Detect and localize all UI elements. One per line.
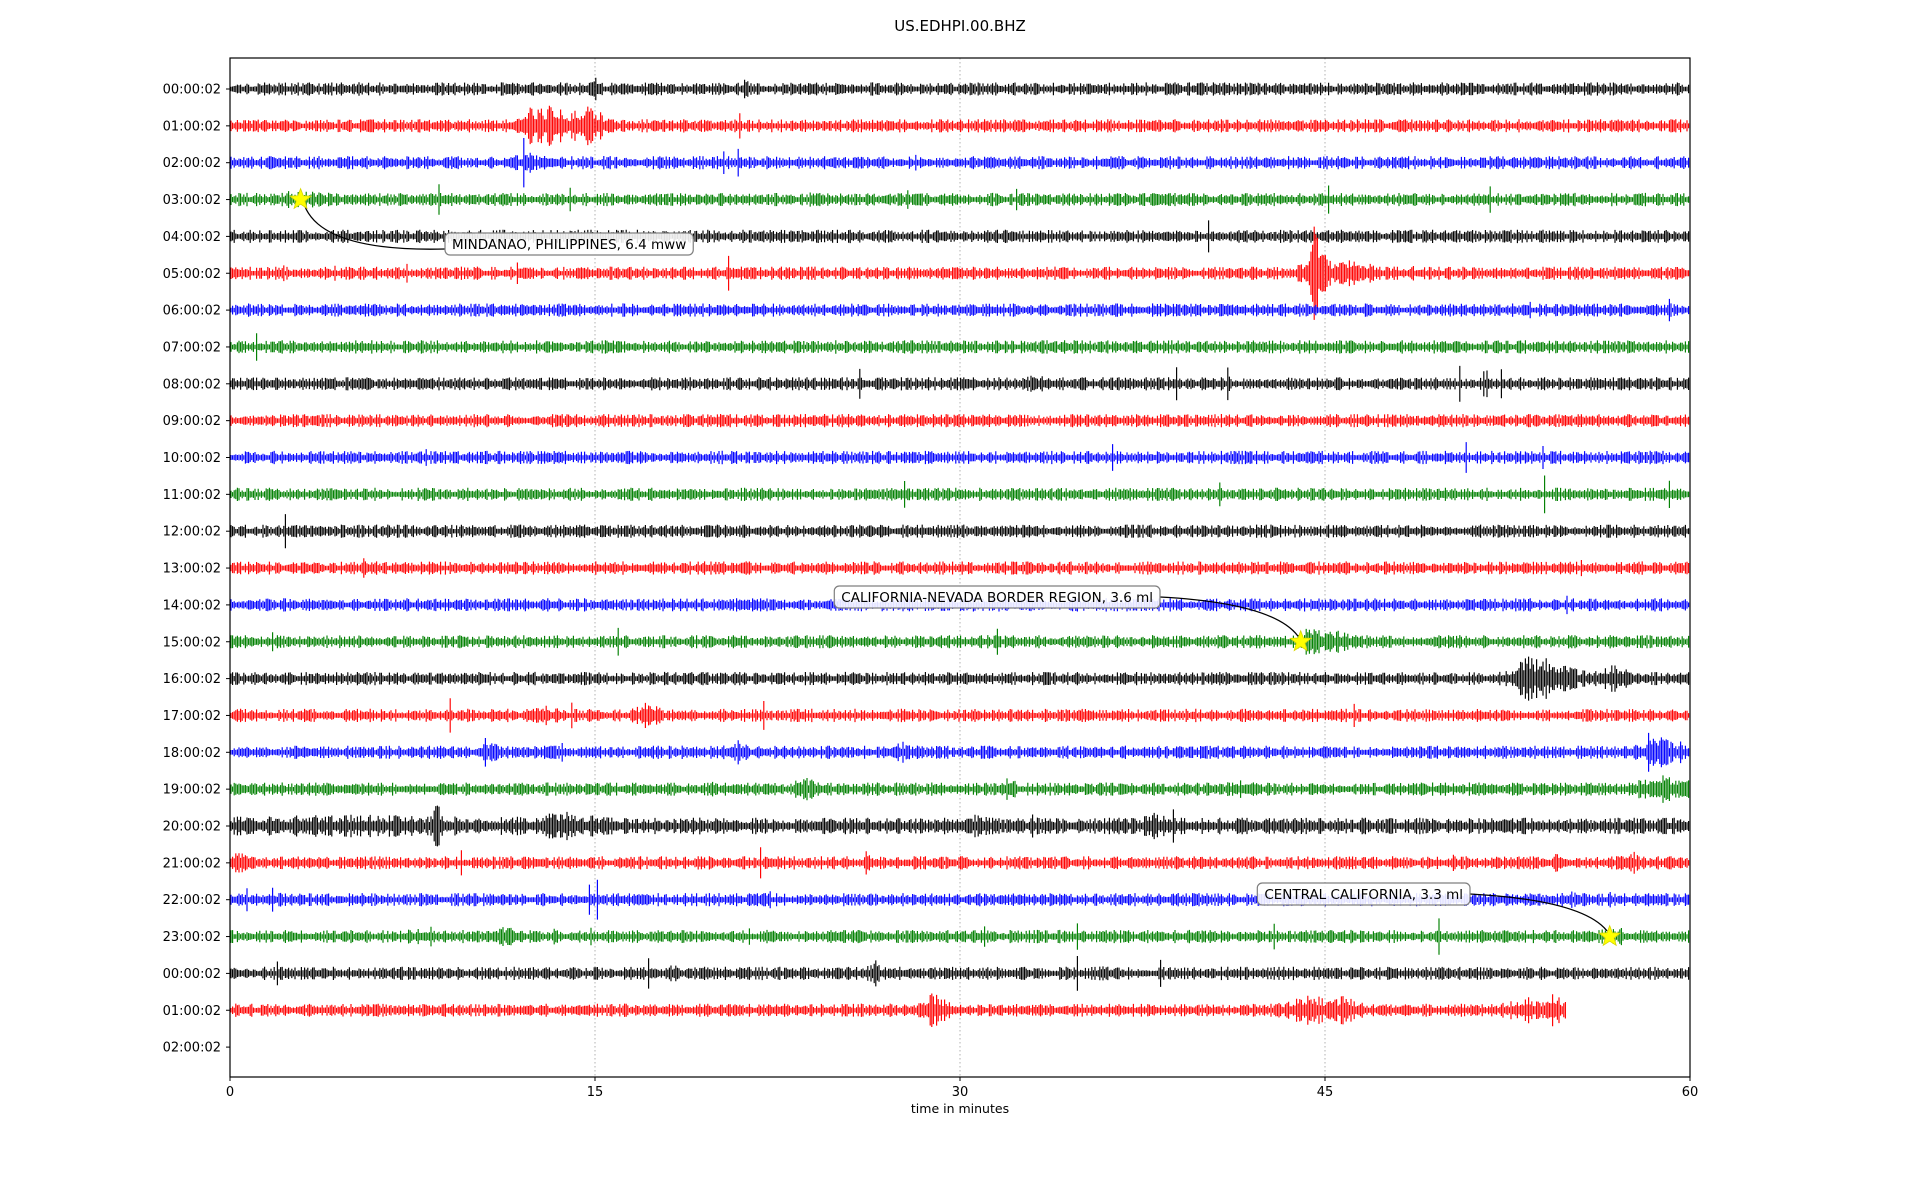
annotation-label: CENTRAL CALIFORNIA, 3.3 ml: [1264, 887, 1463, 903]
annotation-arrow-2: [1469, 893, 1608, 932]
trace-row-00:00:02: [230, 77, 1690, 101]
trace-row-15:00:02: [230, 627, 1690, 656]
trace-row-09:00:02: [230, 414, 1690, 428]
event-star-icon: [289, 187, 313, 210]
y-tick-label: 04:00:02: [163, 230, 221, 245]
y-tick-label: 17:00:02: [163, 709, 221, 724]
y-tick-label: 15:00:02: [163, 635, 221, 650]
y-tick-label: 02:00:02: [163, 1041, 221, 1056]
annotation-1: CALIFORNIA-NEVADA BORDER REGION, 3.6 ml: [833, 585, 1161, 609]
annotation-2: CENTRAL CALIFORNIA, 3.3 ml: [1256, 882, 1471, 906]
trace-row-02:00:02: [230, 138, 1690, 188]
y-tick-label: 07:00:02: [163, 340, 221, 355]
annotation-0: MINDANAO, PHILIPPINES, 6.4 mww: [444, 232, 694, 256]
trace-row-10:00:02: [230, 442, 1690, 473]
event-star-icon: [1598, 924, 1622, 947]
trace-row-08:00:02: [230, 365, 1690, 402]
event-star-icon: [1289, 629, 1313, 652]
y-tick-label: 00:00:02: [163, 83, 221, 98]
y-tick-label: 22:00:02: [163, 893, 221, 908]
y-tick-label: 20:00:02: [163, 820, 221, 835]
y-tick-label: 14:00:02: [163, 598, 221, 613]
x-tick-label: 60: [1682, 1085, 1699, 1100]
trace-row-00:00:02: [230, 956, 1690, 991]
x-tick-label: 15: [587, 1085, 604, 1100]
annotation-label: CALIFORNIA-NEVADA BORDER REGION, 3.6 ml: [841, 590, 1153, 606]
x-tick-label: 0: [226, 1085, 234, 1100]
annotation-box: [444, 232, 694, 256]
y-tick-label: 19:00:02: [163, 783, 221, 798]
trace-row-12:00:02: [230, 514, 1690, 549]
y-tick-label: 08:00:02: [163, 377, 221, 392]
y-tick-label: 05:00:02: [163, 267, 221, 282]
y-tick-label: 11:00:02: [163, 488, 221, 503]
trace-row-01:00:02: [230, 105, 1690, 146]
y-tick-label: 01:00:02: [163, 119, 221, 134]
trace-row-07:00:02: [230, 333, 1690, 361]
annotation-arrow-1: [1159, 596, 1299, 637]
y-tick-label: 18:00:02: [163, 746, 221, 761]
annotation-box: [1256, 882, 1471, 906]
annotation-box: [833, 585, 1161, 609]
annotation-arrow-0: [303, 204, 446, 250]
trace-row-23:00:02: [230, 918, 1690, 955]
x-tick-label: 45: [1317, 1085, 1334, 1100]
trace-row-03:00:02: [230, 184, 1690, 215]
y-tick-label: 09:00:02: [163, 414, 221, 429]
y-tick-label: 03:00:02: [163, 193, 221, 208]
annotation-label: MINDANAO, PHILIPPINES, 6.4 mww: [452, 237, 686, 253]
y-tick-label: 06:00:02: [163, 304, 221, 319]
trace-row-19:00:02: [230, 775, 1690, 803]
y-tick-label: 13:00:02: [163, 562, 221, 577]
trace-row-18:00:02: [230, 732, 1690, 772]
y-tick-label: 00:00:02: [163, 967, 221, 982]
y-tick-label: 10:00:02: [163, 451, 221, 466]
x-axis-label: time in minutes: [911, 1101, 1009, 1116]
y-tick-label: 23:00:02: [163, 930, 221, 945]
trace-row-13:00:02: [230, 558, 1690, 578]
x-tick-label: 30: [952, 1085, 969, 1100]
y-tick-label: 21:00:02: [163, 856, 221, 871]
trace-row-16:00:02: [230, 656, 1690, 701]
trace-row-01:00:02: [230, 993, 1566, 1027]
trace-row-17:00:02: [230, 698, 1690, 733]
y-tick-label: 16:00:02: [163, 672, 221, 687]
y-tick-label: 12:00:02: [163, 525, 221, 540]
trace-row-21:00:02: [230, 847, 1690, 879]
trace-row-20:00:02: [230, 805, 1690, 847]
trace-row-11:00:02: [230, 475, 1690, 514]
y-tick-label: 02:00:02: [163, 156, 221, 171]
trace-row-05:00:02: [230, 226, 1690, 320]
chart-title: US.EDHPI.00.BHZ: [894, 17, 1026, 35]
trace-row-06:00:02: [230, 298, 1690, 322]
y-tick-label: 01:00:02: [163, 1004, 221, 1019]
